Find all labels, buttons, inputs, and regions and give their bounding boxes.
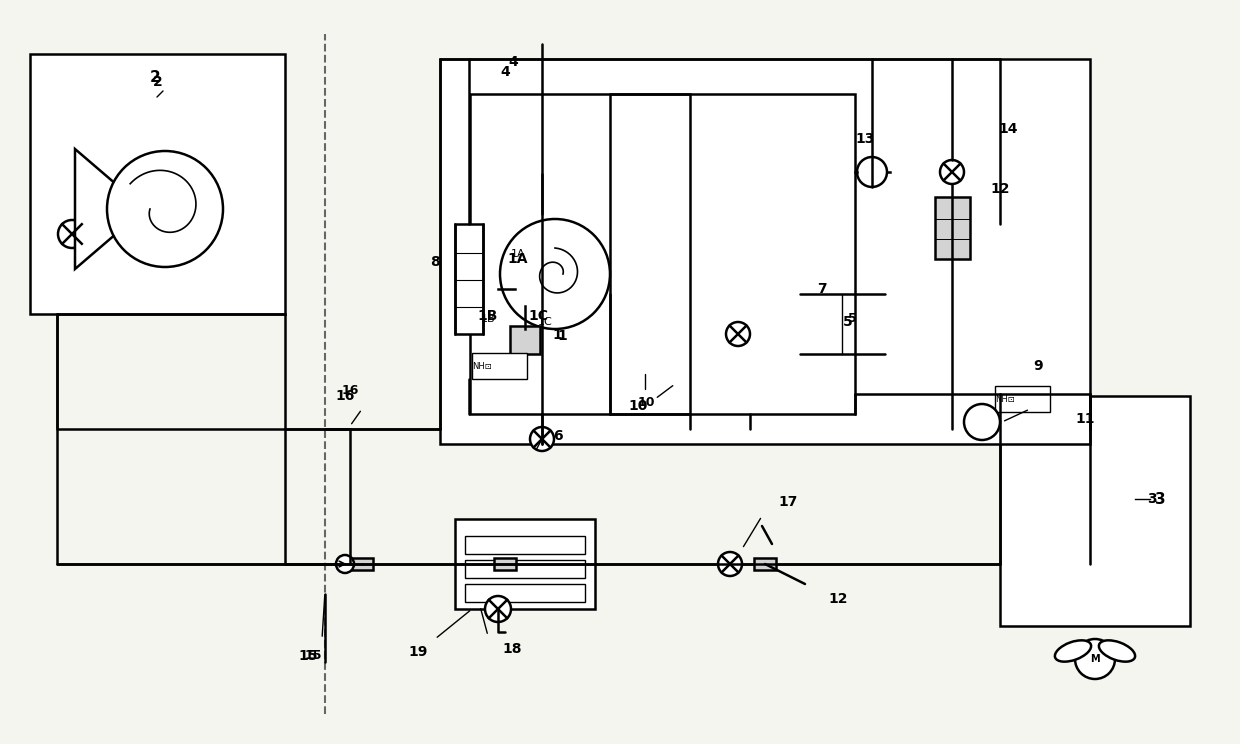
Bar [440,59,1090,444]
Text: 15: 15 [305,649,322,662]
Text: 1: 1 [552,328,562,342]
FancyBboxPatch shape [1016,524,1174,560]
Text: 5: 5 [848,312,857,325]
Ellipse shape [1099,641,1135,661]
Text: 10: 10 [629,399,647,413]
Text: 3: 3 [1154,492,1166,507]
Circle shape [529,427,554,451]
Text: 15: 15 [299,649,317,663]
Polygon shape [74,149,145,269]
FancyBboxPatch shape [1016,562,1174,598]
Bar [935,197,970,259]
Text: 2: 2 [153,75,162,89]
Text: 6: 6 [553,429,563,443]
Text: 9: 9 [1033,359,1043,373]
Bar [465,536,585,554]
Bar [465,584,585,602]
Text: 18: 18 [502,642,522,656]
Bar [510,326,539,354]
Text: 4: 4 [508,55,518,69]
FancyBboxPatch shape [1016,486,1174,522]
Text: 4: 4 [500,65,510,79]
Text: 2: 2 [150,70,160,85]
Text: 13: 13 [856,132,874,146]
Bar [999,396,1190,626]
Circle shape [58,220,86,248]
Text: 8: 8 [430,255,440,269]
Circle shape [500,219,610,329]
Bar [455,519,595,609]
FancyBboxPatch shape [1016,448,1174,484]
Text: 1C: 1C [538,317,553,327]
Text: 12: 12 [991,182,1009,196]
Text: 19: 19 [408,645,428,659]
Text: 17: 17 [779,495,797,509]
Text: 1B: 1B [480,314,495,324]
Text: 5: 5 [843,315,853,329]
Bar [30,54,285,314]
Text: 1A: 1A [511,249,526,259]
Text: 3: 3 [1147,492,1157,506]
Text: 7: 7 [817,282,827,296]
Circle shape [857,157,887,187]
Text: 1A: 1A [507,252,528,266]
Text: 1: 1 [557,329,567,343]
Bar [455,224,484,334]
Text: 12: 12 [828,592,848,606]
Bar [351,558,373,570]
Circle shape [336,555,353,573]
Bar [470,94,689,414]
Circle shape [485,596,511,622]
Bar [754,558,776,570]
Bar [472,353,527,379]
Bar [494,558,516,570]
Text: NH⊡: NH⊡ [994,394,1014,403]
Bar [610,94,856,414]
Text: 11: 11 [1075,412,1095,426]
Bar [994,386,1050,412]
Text: NH⊡: NH⊡ [472,362,492,371]
Circle shape [718,552,742,576]
Text: 10: 10 [639,396,656,409]
Text: 16: 16 [342,384,360,397]
Text: M: M [1090,654,1100,664]
Text: 16: 16 [335,389,355,403]
Circle shape [1075,639,1115,679]
Circle shape [963,404,999,440]
Text: 1C: 1C [528,309,548,323]
Ellipse shape [1055,641,1091,661]
Circle shape [725,322,750,346]
Text: 1B: 1B [477,309,498,323]
Circle shape [940,160,963,184]
Circle shape [107,151,223,267]
Text: 14: 14 [998,122,1018,136]
Bar [465,560,585,578]
